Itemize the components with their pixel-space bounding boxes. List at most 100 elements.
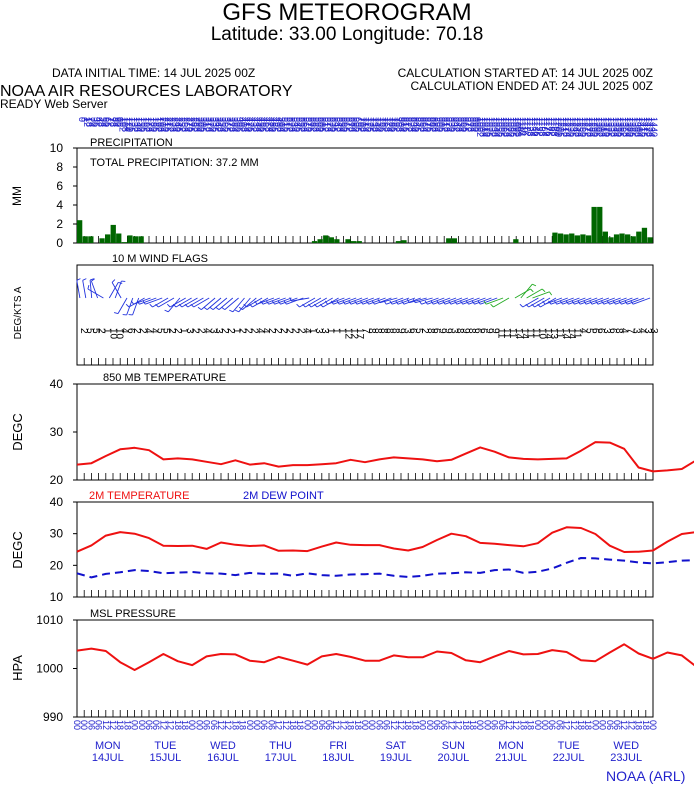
top-hour-label: 804 bbox=[396, 117, 406, 132]
top-hour-label: 1290 bbox=[589, 117, 599, 137]
wind-barb bbox=[597, 297, 615, 305]
top-hour-label: 762 bbox=[380, 117, 390, 132]
top-hour-label: 798 bbox=[394, 117, 404, 132]
bottom-hour-label: 00 bbox=[137, 720, 147, 730]
precip-bar bbox=[317, 239, 323, 243]
wind-barb bbox=[427, 297, 445, 305]
wind-barb bbox=[187, 297, 204, 308]
wind-barb-feather bbox=[412, 298, 416, 303]
top-hour-label: 252 bbox=[177, 117, 187, 132]
top-hour-label: 1434 bbox=[647, 117, 657, 137]
wind-speed-label: 14 bbox=[519, 328, 530, 340]
top-hour-label: 624 bbox=[325, 117, 335, 132]
top-hour-label: 390 bbox=[232, 117, 242, 132]
bottom-hour-label: 00 bbox=[475, 720, 485, 730]
top-hour-label: 1074 bbox=[504, 117, 514, 137]
top-hour-label: 738 bbox=[370, 117, 380, 132]
top-hour-label: 714 bbox=[361, 117, 371, 132]
page-title: GFS METEOROGRAM bbox=[222, 0, 472, 26]
top-hour-label: 18 bbox=[84, 117, 94, 127]
wind-barb bbox=[627, 297, 645, 305]
top-hour-label: 552 bbox=[296, 117, 306, 132]
top-hour-label: 1326 bbox=[604, 117, 614, 137]
pressure-frame bbox=[76, 619, 654, 718]
bottom-hour-label: 12 bbox=[158, 720, 168, 730]
temp2m-line bbox=[76, 526, 694, 553]
top-hour-label: 294 bbox=[194, 117, 204, 132]
temp850-frame bbox=[76, 383, 654, 481]
top-hour-label: 702 bbox=[356, 117, 366, 132]
precip-y-tick-label: 4 bbox=[56, 198, 63, 212]
wind-barb-feather bbox=[235, 309, 239, 313]
wind-speed-label: 1 bbox=[307, 328, 318, 334]
top-hour-label: 0 bbox=[77, 117, 87, 122]
top-hour-label: 816 bbox=[401, 117, 411, 132]
precip-bar bbox=[557, 233, 564, 243]
precipitation-panel: PRECIPITATION TOTAL PRECIPITATION: 37.2 … bbox=[10, 137, 654, 250]
precip-bar bbox=[116, 233, 122, 243]
precip-bar bbox=[132, 236, 139, 243]
wind-speed-label: 6 bbox=[589, 328, 600, 334]
top-hour-label: 810 bbox=[399, 117, 409, 132]
top-hour-label: 984 bbox=[468, 117, 478, 132]
wind-speed-label: 5 bbox=[84, 328, 95, 334]
wind-barb bbox=[356, 297, 374, 305]
wind-speed-label: 4 bbox=[119, 328, 130, 334]
bottom-hour-label: 12 bbox=[511, 720, 521, 730]
top-hour-label: 1356 bbox=[616, 117, 626, 137]
top-hour-label: 438 bbox=[251, 117, 261, 132]
top-hour-label: 246 bbox=[175, 117, 185, 132]
top-hour-label: 432 bbox=[249, 117, 259, 132]
bottom-hour-label: 12 bbox=[619, 720, 629, 730]
wind-barb-feather bbox=[254, 300, 258, 305]
top-hour-label: 894 bbox=[432, 117, 442, 132]
wind-barb-feather bbox=[313, 303, 318, 308]
pressure-y-tick-label: 1000 bbox=[36, 662, 63, 676]
top-hour-label: 258 bbox=[180, 117, 190, 132]
precip-bar bbox=[585, 235, 592, 243]
precip-bar bbox=[446, 238, 452, 244]
wind-barb bbox=[591, 297, 610, 305]
wind-speed-label: 17 bbox=[354, 328, 365, 340]
wind-speed-label: 3 bbox=[207, 328, 218, 334]
bottom-hour-label: 00 bbox=[648, 720, 658, 730]
precip-bar bbox=[110, 224, 116, 243]
top-hour-label: 60 bbox=[101, 117, 111, 127]
top-hour-label: 528 bbox=[287, 117, 297, 132]
wind-barb-feather bbox=[483, 300, 487, 305]
wind-barb-feather bbox=[548, 300, 552, 305]
wind-barb-feather bbox=[330, 300, 334, 305]
pressure-y-tick-label: 990 bbox=[43, 710, 63, 724]
bottom-hour-label: 06 bbox=[317, 720, 327, 730]
top-hour-label: 6 bbox=[79, 117, 89, 122]
wind-barb-feather bbox=[477, 300, 481, 305]
wind-speed-label: 2 bbox=[96, 328, 107, 334]
wind-barb bbox=[409, 297, 427, 304]
temp2m-y-tick-label: 30 bbox=[50, 527, 64, 541]
top-hour-label: 540 bbox=[292, 117, 302, 132]
wind-barb-feather bbox=[319, 303, 324, 308]
top-hour-label: 324 bbox=[206, 117, 216, 132]
wind-barb-feather bbox=[178, 303, 183, 308]
top-hour-label: 1386 bbox=[628, 117, 638, 137]
top-hour-label: 222 bbox=[165, 117, 175, 132]
wind-speed-label: 2 bbox=[248, 328, 259, 334]
top-hour-label: 396 bbox=[234, 117, 244, 132]
bottom-hour-label: 12 bbox=[569, 720, 579, 730]
wind-speed-label: 8 bbox=[372, 328, 383, 334]
top-hour-label: 618 bbox=[323, 117, 333, 132]
precip-bar bbox=[138, 236, 144, 243]
wind-barb bbox=[362, 297, 380, 305]
precip-bar bbox=[328, 237, 334, 243]
day-of-week-label: WED bbox=[613, 740, 639, 752]
top-hour-label: 474 bbox=[265, 117, 275, 132]
wind-barb bbox=[339, 297, 357, 305]
bottom-hour-label: 00 bbox=[418, 720, 428, 730]
bottom-hour-label: 06 bbox=[612, 720, 622, 730]
top-hour-label: 1350 bbox=[613, 117, 623, 137]
wind-speed-label: 8 bbox=[390, 328, 401, 334]
wind-speed-label: 9 bbox=[484, 328, 495, 334]
wind-barb-feather bbox=[542, 300, 546, 305]
top-hour-label: 600 bbox=[315, 117, 325, 132]
wind-barb bbox=[117, 297, 128, 314]
